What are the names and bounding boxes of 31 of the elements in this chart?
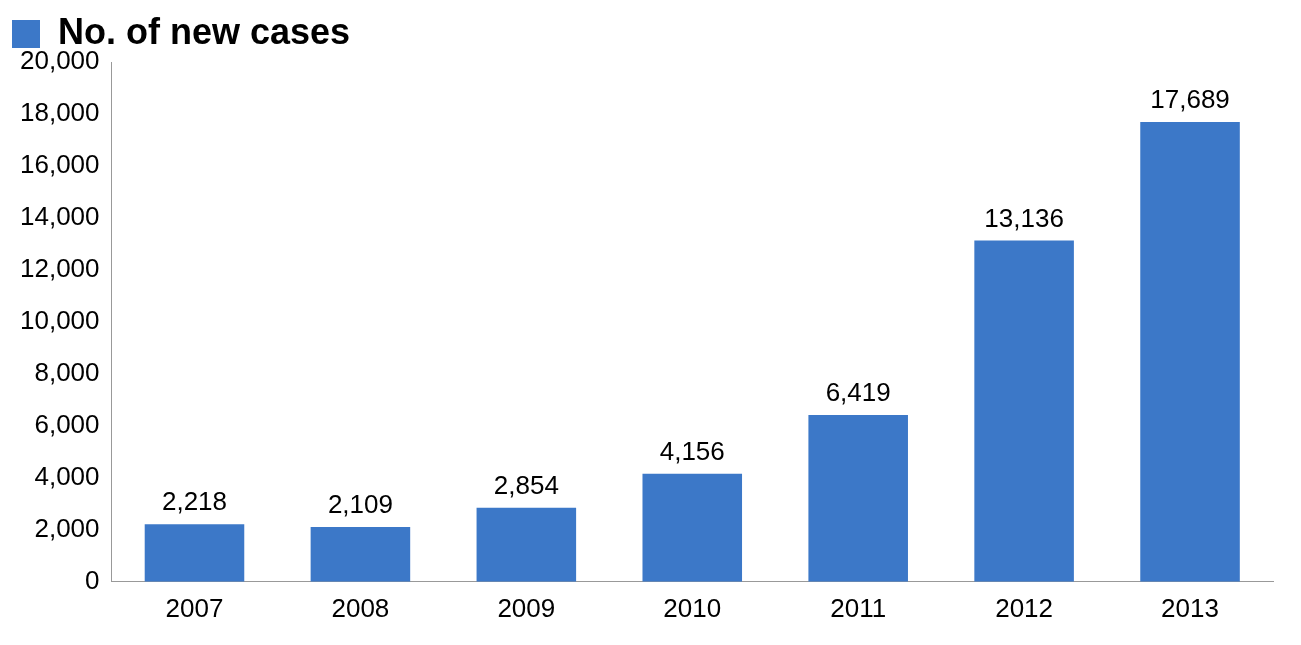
y-tick-label: 0: [85, 564, 100, 595]
bar: [144, 524, 245, 582]
bar: [1140, 122, 1240, 582]
x-tick-label: 2009: [497, 592, 556, 623]
x-tick-label: 2007: [165, 592, 224, 623]
y-tick-label: 12,000: [19, 253, 100, 284]
x-tick-label: 2013: [1161, 592, 1219, 623]
y-tick-label: 2,000: [34, 512, 100, 543]
data-label: 4,156: [659, 435, 725, 466]
data-label: 2,854: [493, 469, 559, 500]
data-label: 17,689: [1150, 84, 1230, 115]
bar: [974, 240, 1074, 582]
y-tick-label: 16,000: [19, 149, 100, 180]
x-tick-label: 2011: [830, 592, 887, 623]
bar: [310, 526, 411, 582]
y-tick-label: 4,000: [34, 461, 100, 492]
y-tick-label: 10,000: [19, 305, 100, 336]
y-tick-label: 8,000: [34, 357, 100, 388]
x-tick-label: 2008: [331, 592, 390, 623]
data-label: 13,136: [984, 202, 1064, 233]
data-label: 2,218: [161, 486, 228, 517]
x-tick-label: 2012: [995, 592, 1054, 623]
bar: [808, 414, 908, 582]
data-label: 6,419: [825, 377, 891, 408]
bar: [642, 473, 743, 582]
y-tick-label: 14,000: [19, 201, 100, 232]
y-tick-label: 6,000: [34, 409, 100, 440]
y-tick-label: 18,000: [19, 97, 100, 128]
bar: [476, 507, 577, 582]
x-tick-label: 2010: [663, 592, 722, 623]
data-label: 2,109: [327, 489, 393, 520]
